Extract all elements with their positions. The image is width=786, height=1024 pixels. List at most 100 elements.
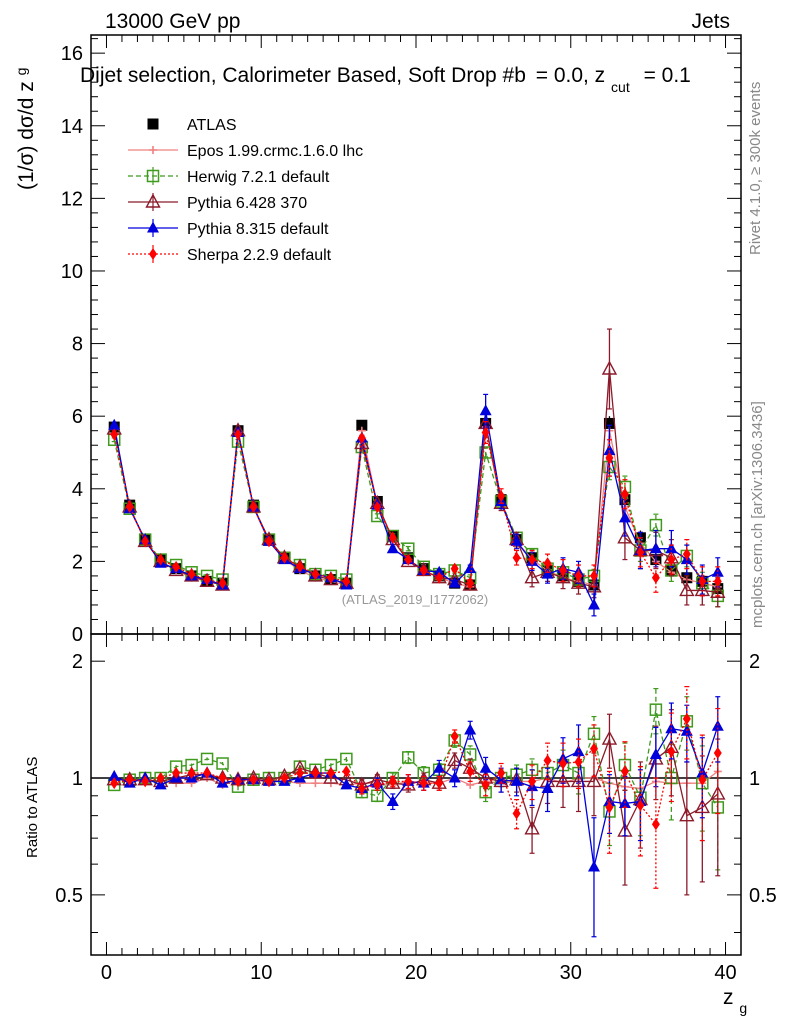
ratio-point-pythia6 bbox=[168, 769, 184, 784]
plot-title: Dijet selection, Calorimeter Based, Soft… bbox=[80, 64, 691, 97]
ratio-y-tick-label-right: 0.5 bbox=[749, 885, 777, 907]
y-axis-label-main: (1/σ) dσ/d z bbox=[15, 81, 38, 190]
rivet-label: Rivet 4.1.0, ≥ 300k events bbox=[747, 82, 764, 255]
ratio-point-sherpa bbox=[559, 757, 568, 770]
main-point-sherpa bbox=[234, 428, 243, 441]
main-point-pythia6 bbox=[601, 360, 618, 375]
title-eq: = 0.0, z bbox=[536, 64, 605, 87]
main-point-pythia6 bbox=[586, 578, 602, 593]
ratio-x-tick-label: 10 bbox=[250, 962, 272, 984]
ratio-point-pythia6 bbox=[447, 751, 463, 767]
ratio-x-tick-label: 0 bbox=[101, 962, 112, 984]
main-point-sherpa bbox=[311, 568, 320, 581]
ratio-y-label: Ratio to ATLAS bbox=[24, 757, 41, 858]
ratio-point-epos bbox=[466, 780, 475, 789]
main-point-sherpa bbox=[295, 560, 304, 573]
main-y-tick-label: 16 bbox=[61, 43, 83, 65]
main-point-sherpa bbox=[651, 571, 660, 584]
main-y-tick-label: 10 bbox=[61, 261, 83, 283]
main-point-pythia8 bbox=[448, 576, 461, 588]
main-point-pythia6 bbox=[710, 583, 726, 598]
ratio-point-sherpa bbox=[574, 755, 583, 768]
ratio-point-sherpa bbox=[326, 767, 335, 780]
ratio-point-sherpa bbox=[713, 747, 722, 760]
ratio-point-pythia8 bbox=[510, 774, 523, 786]
main-point-sherpa bbox=[172, 560, 181, 573]
legend: ATLAS Epos 1.99.crmc.1.6.0 lhc Herwig 7.2.… bbox=[128, 117, 363, 264]
main-point-sherpa bbox=[264, 535, 273, 548]
ratio-point-sherpa bbox=[450, 730, 459, 743]
main-point-sherpa bbox=[528, 553, 537, 566]
ratio-point-sherpa bbox=[435, 777, 444, 790]
legend-item-herwig: Herwig 7.2.1 default bbox=[128, 167, 330, 186]
legend-label: ATLAS bbox=[187, 117, 237, 134]
ratio-point-sherpa bbox=[651, 818, 660, 831]
ratio-point-sherpa bbox=[249, 773, 258, 786]
main-point-sherpa bbox=[698, 575, 707, 588]
legend-marker bbox=[147, 118, 159, 130]
main-point-sherpa bbox=[388, 531, 397, 544]
watermark: (ATLAS_2019_I1772062) bbox=[342, 592, 488, 607]
header-right: Jets bbox=[691, 10, 730, 33]
ratio-point-pythia6 bbox=[586, 772, 602, 788]
main-point-pythia8 bbox=[618, 511, 631, 523]
main-point-sherpa bbox=[218, 577, 227, 590]
ratio-point-pythia8 bbox=[464, 723, 477, 735]
main-point-pythia8 bbox=[649, 542, 662, 554]
ratio-point-sherpa bbox=[682, 712, 691, 725]
main-y-tick-label: 2 bbox=[72, 551, 83, 573]
ratio-point-sherpa bbox=[698, 773, 707, 786]
ratio-x-tick-label: 30 bbox=[560, 962, 582, 984]
ratio-point-sherpa bbox=[311, 767, 320, 780]
ratio-point-sherpa bbox=[512, 807, 521, 820]
legend-label: Sherpa 2.2.9 default bbox=[187, 247, 332, 264]
main-point-pythia8 bbox=[587, 598, 600, 610]
ratio-point-sherpa bbox=[419, 777, 428, 790]
main-point-sherpa bbox=[605, 451, 614, 464]
main-point-sherpa bbox=[404, 553, 413, 566]
mcplots-label: mcplots.cern.ch [arXiv:1306.3436] bbox=[749, 401, 766, 628]
ratio-point-sherpa bbox=[203, 767, 212, 780]
main-point-sherpa bbox=[357, 431, 366, 444]
main-point-pythia8 bbox=[464, 562, 477, 574]
ratio-y-tick-label: 2 bbox=[72, 651, 83, 673]
ratio-point-sherpa bbox=[528, 775, 537, 788]
x-axis-label-sub: g bbox=[739, 1000, 747, 1016]
main-point-sherpa bbox=[203, 573, 212, 586]
ratio-point-sherpa bbox=[110, 777, 119, 790]
legend-marker bbox=[149, 146, 157, 154]
ratio-point-sherpa bbox=[218, 772, 227, 785]
ratio-point-pythia6 bbox=[710, 785, 726, 800]
ratio-point-sherpa bbox=[620, 765, 629, 778]
main-point-sherpa bbox=[326, 571, 335, 584]
legend-item-epos: Epos 1.99.crmc.1.6.0 lhc bbox=[128, 143, 363, 160]
main-point-sherpa bbox=[280, 551, 289, 564]
ratio-line-pythia8 bbox=[113, 725, 719, 868]
title-main: Dijet selection, Calorimeter Based, Soft… bbox=[80, 64, 526, 87]
ratio-point-pythia8 bbox=[433, 761, 446, 773]
ratio-point-sherpa bbox=[156, 772, 165, 785]
ratio-point-sherpa bbox=[589, 742, 598, 755]
main-point-sherpa bbox=[589, 569, 598, 582]
ratio-point-sherpa bbox=[636, 799, 645, 812]
main-point-sherpa bbox=[636, 546, 645, 559]
main-point-sherpa bbox=[512, 551, 521, 564]
main-series-sherpa bbox=[110, 421, 722, 597]
main-point-sherpa bbox=[141, 535, 150, 548]
ratio-point-pythia8 bbox=[340, 778, 353, 790]
main-point-sherpa bbox=[559, 564, 568, 577]
header-left: 13000 GeV pp bbox=[105, 10, 240, 33]
main-point-pythia6 bbox=[617, 529, 633, 544]
main-point-pythia8 bbox=[541, 567, 554, 579]
main-point-sherpa bbox=[543, 557, 552, 570]
ratio-point-pythia8 bbox=[649, 747, 662, 759]
ratio-point-sherpa bbox=[141, 775, 150, 788]
ratio-point-pythia8 bbox=[587, 860, 600, 872]
ratio-point-pythia8 bbox=[386, 795, 399, 807]
legend-label: Pythia 6.428 370 bbox=[187, 195, 307, 212]
legend-marker bbox=[145, 193, 161, 208]
ratio-point-pythia6 bbox=[679, 807, 695, 822]
ratio-series-sherpa bbox=[110, 686, 722, 889]
ratio-frame bbox=[90, 633, 742, 956]
